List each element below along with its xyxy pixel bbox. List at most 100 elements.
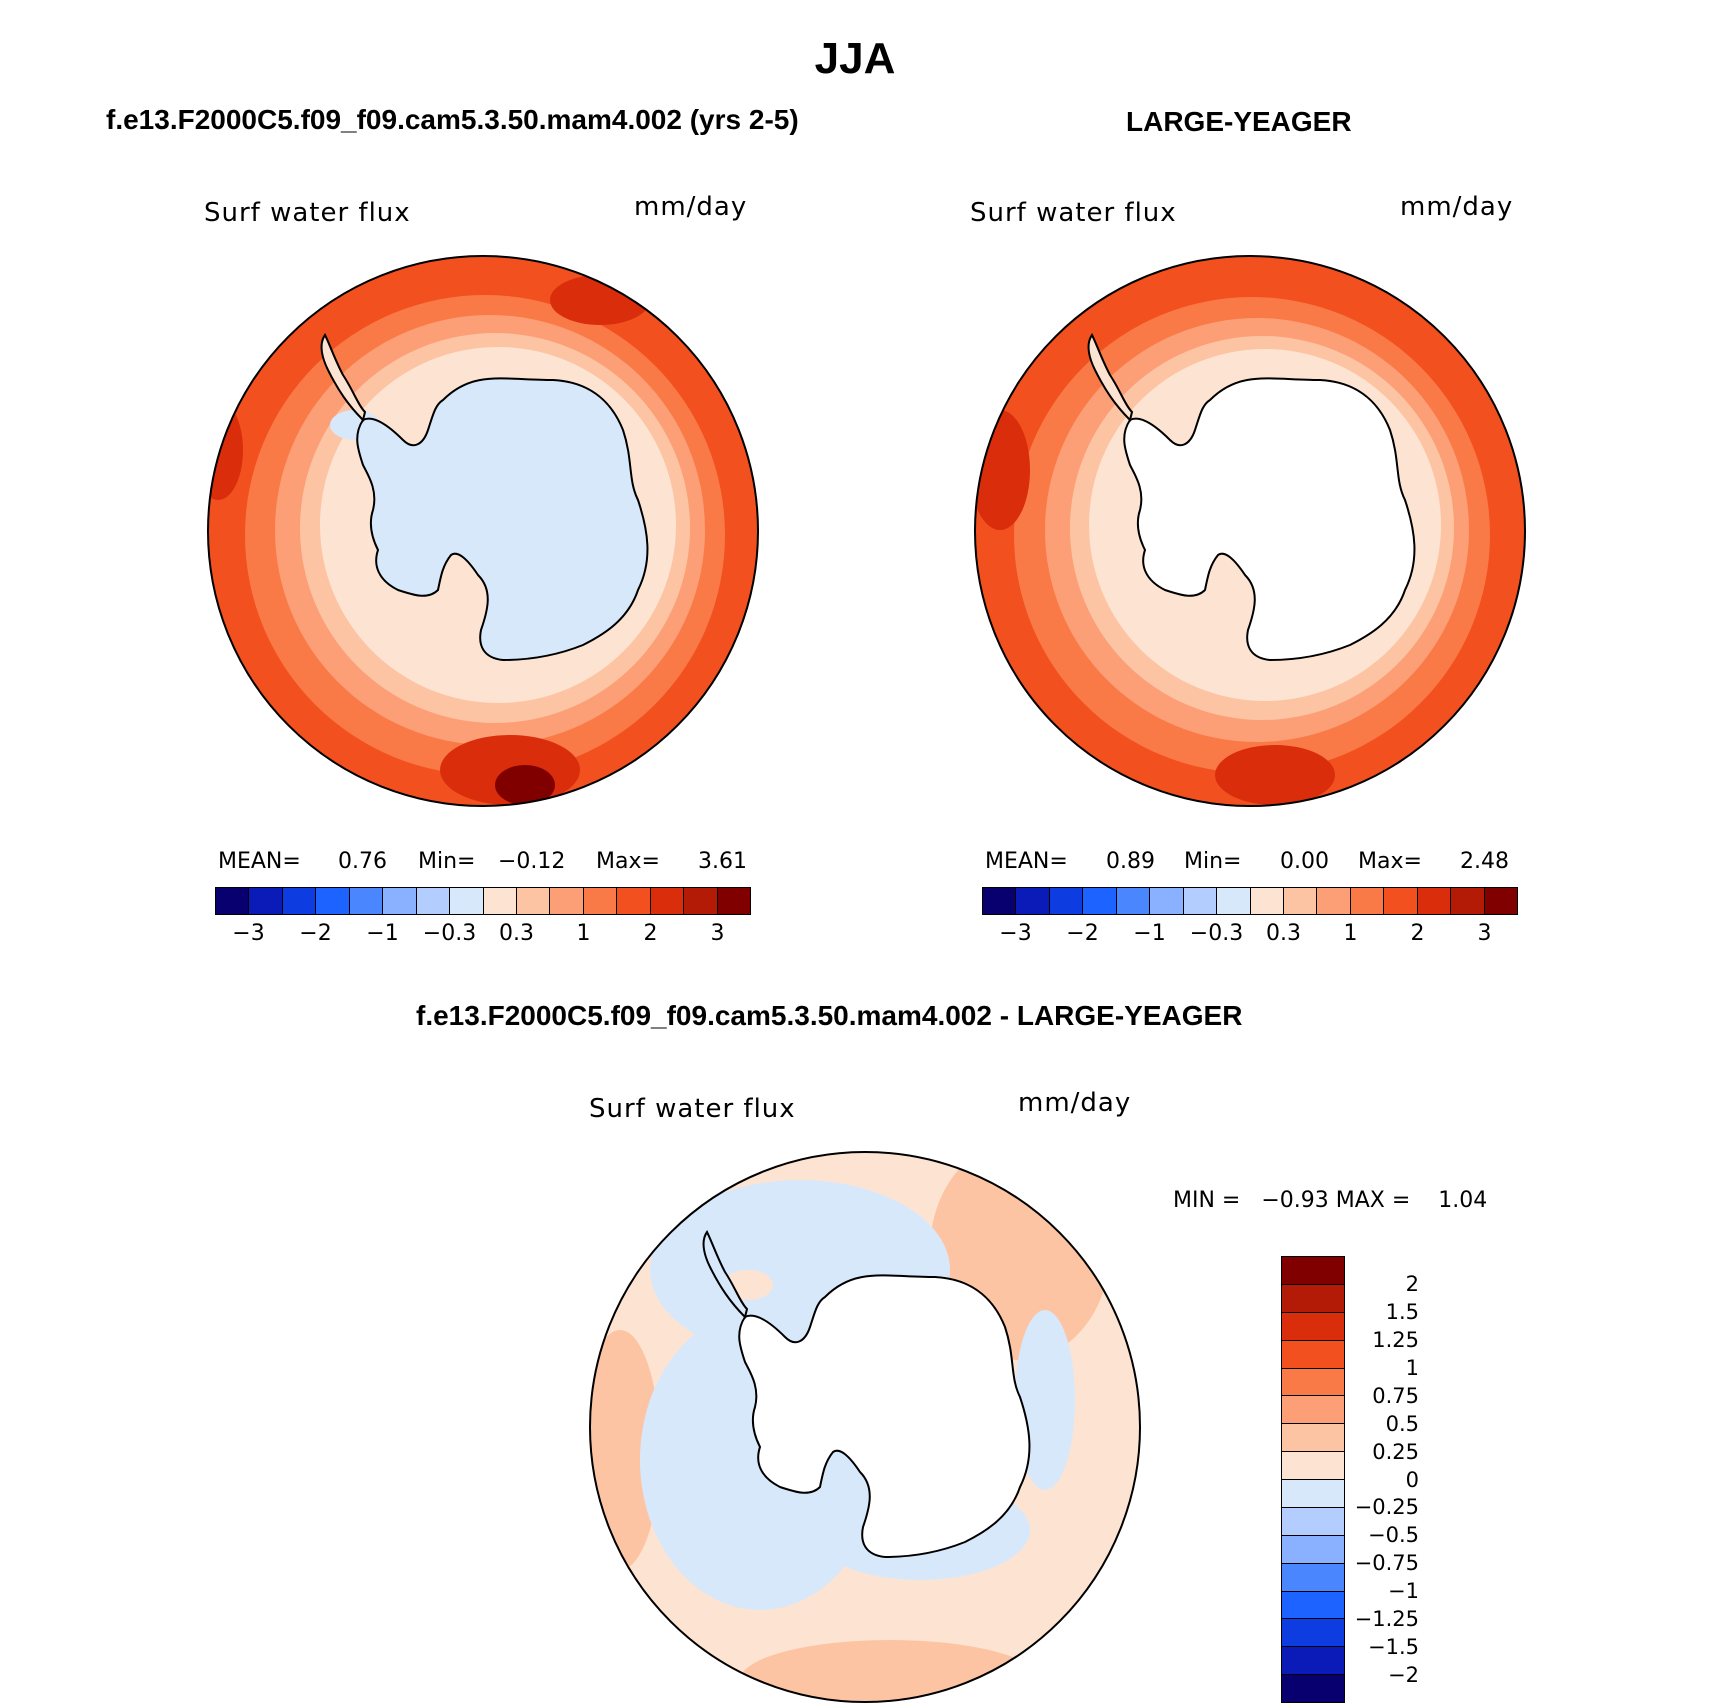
colorbar-swatch: [1282, 888, 1317, 914]
panel-1-max-value: 3.61: [698, 849, 747, 874]
difference-variable-label: Surf water flux: [589, 1094, 796, 1124]
colorbar-tick-label: −1.25: [1354, 1607, 1419, 1632]
colorbar-tick-label: −2: [299, 921, 332, 946]
colorbar-swatch: [281, 888, 316, 914]
panel-2-case-title: LARGE-YEAGER: [1126, 106, 1352, 137]
colorbar-tick-label: 2: [1410, 921, 1425, 946]
colorbar-swatch: [1282, 1283, 1344, 1312]
colorbar-swatch: [315, 888, 349, 914]
colorbar-swatch: [1115, 888, 1150, 914]
panel-1-min-value: −0.12: [498, 849, 566, 874]
colorbar-tick-label: 0.75: [1372, 1383, 1419, 1408]
colorbar-swatch: [1349, 888, 1384, 914]
colorbar-swatch: [1182, 888, 1217, 914]
panel-2-max-value: 2.48: [1460, 849, 1509, 874]
figure-title: JJA: [814, 34, 896, 83]
colorbar-swatch: [1316, 888, 1350, 914]
difference-map: [589, 1151, 1141, 1703]
colorbar-swatch: [1216, 888, 1250, 914]
colorbar-tick-label: −2: [1388, 1663, 1419, 1688]
panel-1-mean-label: MEAN=: [218, 849, 301, 874]
colorbar-tick-label: −0.3: [422, 921, 477, 946]
panel-1-variable-label: Surf water flux: [204, 198, 411, 228]
colorbar-swatch: [1082, 888, 1116, 914]
panel-2-min-label: Min=: [1184, 849, 1242, 874]
colorbar-tick-label: −1.5: [1368, 1635, 1419, 1660]
panel-2-max-label: Max=: [1358, 849, 1422, 874]
colorbar-tick-label: 2: [643, 921, 658, 946]
colorbar-tick-label: −1: [1388, 1579, 1419, 1604]
colorbar-swatch: [1282, 1479, 1344, 1507]
panel-1-min-label: Min=: [418, 849, 476, 874]
colorbar-swatch: [1450, 888, 1484, 914]
panel-2-variable-label: Surf water flux: [970, 198, 1177, 228]
colorbar-tick-label: −1: [366, 921, 399, 946]
colorbar-swatch: [1282, 1339, 1344, 1368]
panel-2-units-label: mm/day: [1400, 192, 1514, 222]
colorbar-tick-label: 2: [1405, 1271, 1419, 1296]
colorbar-tick-label: 0.3: [499, 921, 534, 946]
colorbar-swatch: [716, 888, 750, 914]
colorbar-swatch: [683, 888, 717, 914]
colorbar-tick-label: 1: [1343, 921, 1358, 946]
colorbar-tick-label: 0: [1405, 1467, 1419, 1492]
colorbar-swatch: [1416, 888, 1451, 914]
colorbar-tick-label: −2: [1066, 921, 1099, 946]
colorbar-tick-label: 1.25: [1372, 1327, 1419, 1352]
colorbar-swatch: [1048, 888, 1083, 914]
panel-2-colorbar: [982, 887, 1518, 915]
colorbar-swatch: [1282, 1311, 1344, 1340]
colorbar-swatch: [382, 888, 416, 914]
difference-minmax: MIN = −0.93 MAX = 1.04: [1173, 1188, 1488, 1213]
colorbar-tick-label: −1: [1133, 921, 1166, 946]
colorbar-swatch: [515, 888, 550, 914]
colorbar-tick-label: 0.5: [1385, 1411, 1419, 1436]
colorbar-swatch: [582, 888, 617, 914]
colorbar-swatch: [1282, 1506, 1344, 1535]
colorbar-tick-label: 1.5: [1385, 1299, 1419, 1324]
colorbar-swatch: [1015, 888, 1049, 914]
colorbar-tick-label: 1: [1405, 1355, 1419, 1380]
colorbar-tick-label: 3: [710, 921, 725, 946]
colorbar-tick-label: −0.75: [1354, 1551, 1419, 1576]
colorbar-tick-label: 0.25: [1372, 1439, 1419, 1464]
panel-2-map: [974, 255, 1526, 807]
colorbar-swatch: [216, 888, 249, 914]
panel-1-max-label: Max=: [596, 849, 660, 874]
colorbar-swatch: [649, 888, 684, 914]
colorbar-swatch: [1282, 1257, 1344, 1284]
colorbar-tick-label: −3: [232, 921, 265, 946]
panel-1-map: [207, 255, 759, 807]
difference-title: f.e13.F2000C5.f09_f09.cam5.3.50.mam4.002…: [416, 1000, 1243, 1031]
colorbar-swatch: [348, 888, 383, 914]
panel-1-units-label: mm/day: [634, 192, 748, 222]
colorbar-tick-label: 0.3: [1266, 921, 1301, 946]
colorbar-swatch: [1149, 888, 1183, 914]
colorbar-tick-label: −3: [999, 921, 1032, 946]
colorbar-swatch: [1282, 1618, 1344, 1647]
difference-colorbar: [1281, 1256, 1345, 1703]
colorbar-tick-label: −0.5: [1368, 1523, 1419, 1548]
colorbar-swatch: [1282, 1534, 1344, 1563]
colorbar-swatch: [1282, 1451, 1344, 1479]
colorbar-swatch: [616, 888, 650, 914]
colorbar-tick-label: −0.25: [1354, 1495, 1419, 1520]
colorbar-tick-label: 1: [576, 921, 591, 946]
panel-1-case-title: f.e13.F2000C5.f09_f09.cam5.3.50.mam4.002…: [106, 104, 799, 135]
colorbar-swatch: [1282, 1646, 1344, 1675]
difference-units-label: mm/day: [1018, 1088, 1132, 1118]
colorbar-swatch: [1282, 1423, 1344, 1452]
panel-2-mean-label: MEAN=: [985, 849, 1068, 874]
colorbar-tick-label: 3: [1477, 921, 1492, 946]
colorbar-swatch: [1282, 1562, 1344, 1591]
panel-2-mean-value: 0.89: [1106, 849, 1155, 874]
colorbar-swatch: [415, 888, 450, 914]
panel-2-min-value: 0.00: [1280, 849, 1329, 874]
colorbar-swatch: [449, 888, 483, 914]
panel-1-colorbar: [215, 887, 751, 915]
colorbar-swatch: [1383, 888, 1417, 914]
colorbar-swatch: [1483, 888, 1517, 914]
colorbar-swatch: [248, 888, 282, 914]
colorbar-swatch: [1249, 888, 1283, 914]
